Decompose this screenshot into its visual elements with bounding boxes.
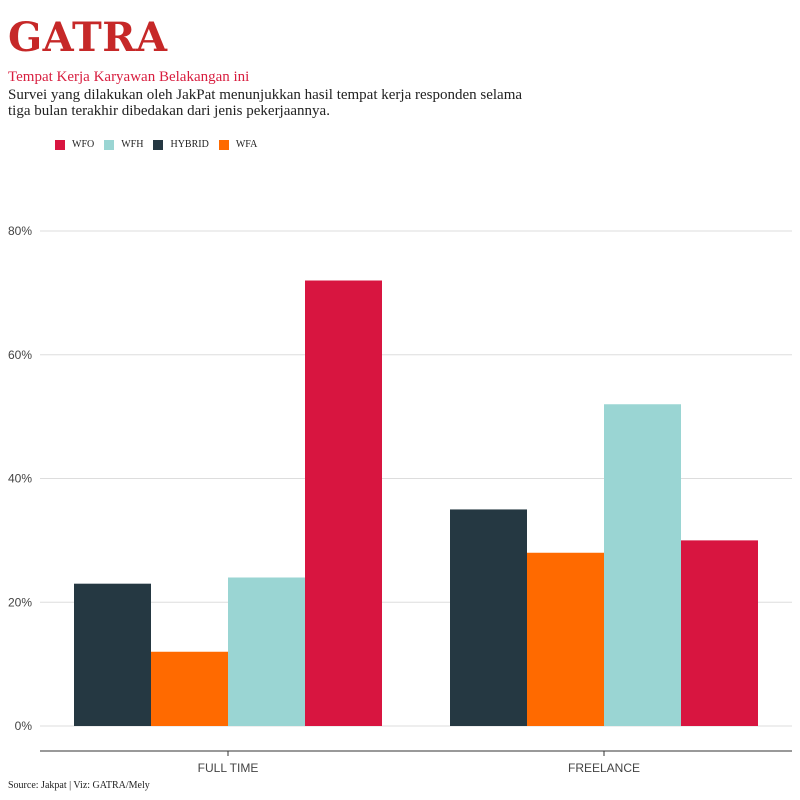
legend-label-wfo: WFO [72, 139, 95, 150]
y-tick-label: 0% [15, 719, 33, 733]
legend-swatch-wfo [55, 139, 65, 150]
legend-item-hybrid: HYBRID [153, 139, 209, 150]
legend-label-wfh: WFH [121, 139, 144, 150]
bar-full-time-hybrid [74, 583, 151, 726]
source-note: Source: Jakpat | Viz: GATRA/Mely [8, 780, 150, 791]
legend-label-hybrid: HYBRID [170, 139, 209, 150]
legend-label-wfa: WFA [235, 139, 258, 150]
y-tick-label: 20% [8, 595, 32, 609]
bar-full-time-wfo [305, 280, 382, 726]
legend-item-wfo: WFO [55, 139, 94, 150]
bar-freelance-wfh [604, 404, 681, 726]
bar-freelance-hybrid [450, 509, 527, 726]
bar-full-time-wfa [151, 651, 228, 726]
x-tick-label: FREELANCE [568, 761, 640, 775]
x-tick-label: FULL TIME [198, 761, 259, 775]
brand-logo: GATRA [8, 14, 168, 61]
chart-description: Survei yang dilakukan oleh JakPat menunj… [8, 87, 523, 119]
bar-freelance-wfa [527, 552, 604, 726]
y-tick-label: 80% [8, 224, 32, 238]
y-tick-label: 60% [8, 348, 32, 362]
legend-item-wfh: WFH [104, 139, 143, 150]
legend-swatch-wfa [218, 139, 229, 150]
legend: WFO WFH HYBRID WFA [55, 139, 267, 150]
legend-swatch-wfh [104, 139, 115, 150]
chart-subtitle: Tempat Kerja Karyawan Belakangan ini [8, 69, 250, 85]
legend-item-wfa: WFA [218, 139, 258, 150]
y-tick-label: 40% [8, 472, 32, 486]
legend-swatch-hybrid [153, 139, 164, 150]
bar-full-time-wfh [228, 577, 305, 726]
bar-freelance-wfo [681, 540, 758, 726]
